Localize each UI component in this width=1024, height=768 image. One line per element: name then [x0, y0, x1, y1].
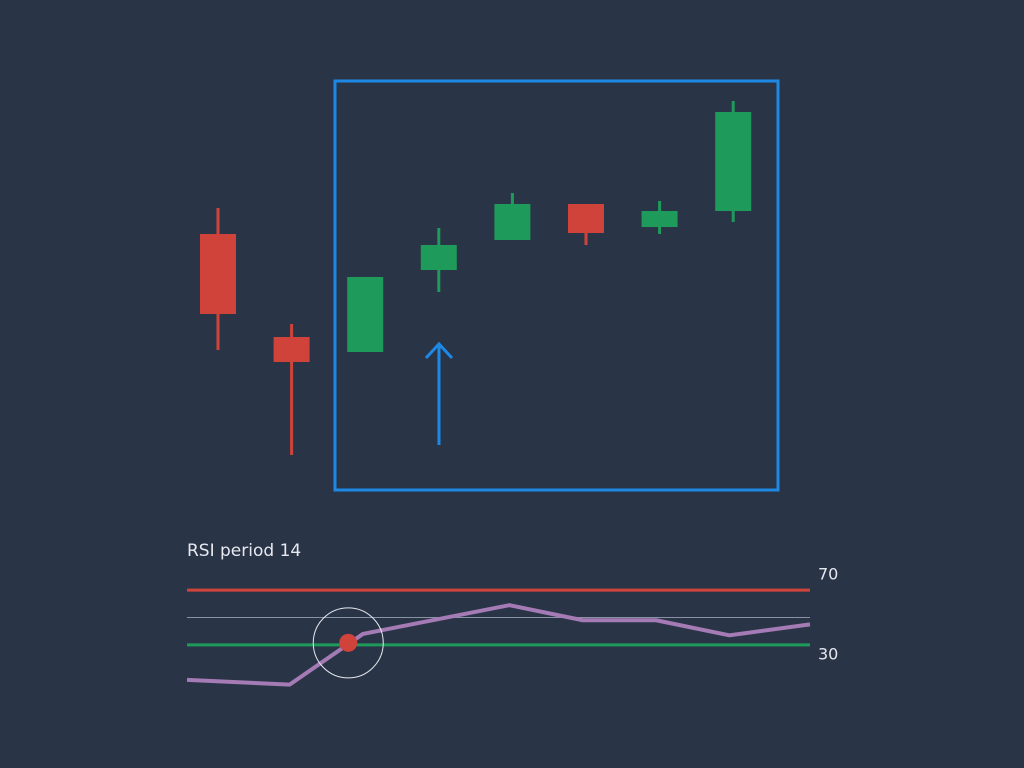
highlight-box	[333, 79, 780, 492]
candle-body	[200, 234, 236, 314]
marker-dot	[339, 633, 358, 652]
candle-body	[347, 277, 384, 352]
up-arrow	[424, 341, 454, 445]
rsi-title: RSI period 14	[187, 541, 301, 561]
marker-ring	[312, 607, 384, 679]
candle-body	[273, 337, 310, 362]
candle-body	[715, 112, 752, 211]
candle-body	[420, 245, 457, 270]
candle-body	[568, 204, 604, 233]
level-label: 30	[818, 644, 838, 663]
rsi-line	[186, 603, 811, 687]
level-label: 70	[818, 565, 838, 584]
candle-body	[641, 211, 678, 227]
candle-body	[494, 204, 531, 240]
